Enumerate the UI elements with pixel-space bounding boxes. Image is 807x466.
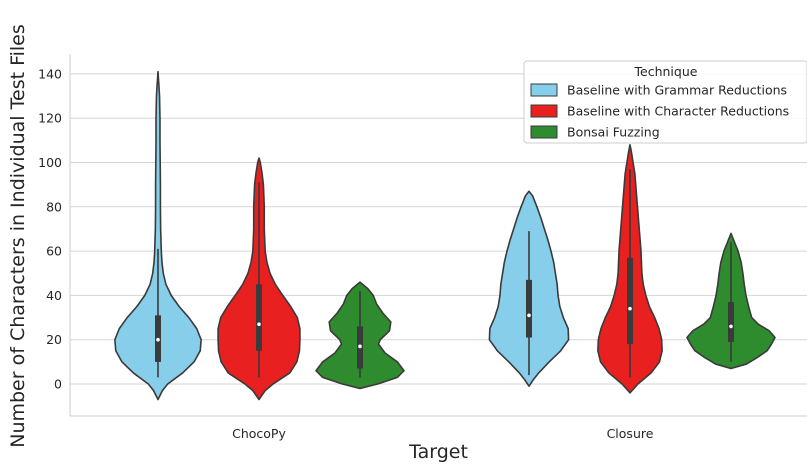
x-axis-title: Target <box>408 441 468 463</box>
violin-median-point <box>729 324 733 329</box>
y-tick-label: 120 <box>38 111 62 126</box>
violin-median-point <box>156 337 160 342</box>
legend-swatch <box>530 83 558 97</box>
violins <box>114 70 776 401</box>
x-tick-labels: ChocoPy Closure <box>232 426 654 441</box>
y-tick-label: 140 <box>38 66 62 81</box>
y-tick-label: 0 <box>54 377 62 392</box>
x-tick-label: Closure <box>607 426 654 441</box>
legend: Technique Baseline with Grammar Reductio… <box>523 60 807 144</box>
legend-label: Baseline with Character Reductions <box>567 104 789 119</box>
legend-items: Baseline with Grammar Reductions Baseline… <box>530 83 789 140</box>
legend-swatch <box>530 125 558 139</box>
y-tick-label: 100 <box>38 155 62 170</box>
legend-label: Bonsai Fuzzing <box>567 125 660 140</box>
legend-title: Technique <box>634 64 698 79</box>
x-tick-label: ChocoPy <box>232 426 286 441</box>
violin-median-point <box>358 344 362 349</box>
y-tick-label: 20 <box>46 332 62 347</box>
y-tick-label: 80 <box>46 199 62 214</box>
legend-swatch <box>530 104 558 118</box>
violin-median-point <box>628 306 632 311</box>
violin-median-point <box>257 322 261 326</box>
violin-body <box>114 70 202 401</box>
legend-frame <box>523 60 807 144</box>
violin-median-point <box>527 313 531 318</box>
y-axis-title: Number of Characters in Individual Test … <box>7 24 29 448</box>
y-tick-label: 60 <box>46 244 62 259</box>
y-tick-label: 40 <box>46 288 62 303</box>
y-tick-labels: 0 20 40 60 80 100 120 140 <box>38 66 62 391</box>
legend-label: Baseline with Grammar Reductions <box>567 83 787 98</box>
